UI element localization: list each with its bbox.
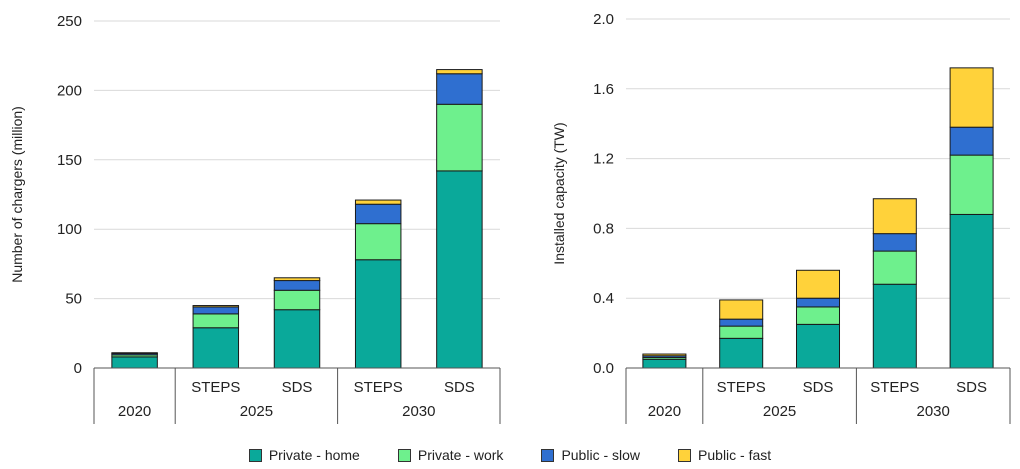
y-axis-label: Installed capacity (TW) bbox=[551, 122, 567, 264]
legend-label-public-slow: Public - slow bbox=[561, 447, 641, 463]
bar-segment-private-home bbox=[872, 283, 917, 369]
bar-segment-public-fast bbox=[642, 353, 687, 357]
bar-segment-public-slow bbox=[354, 203, 402, 225]
bar-segment-private-work bbox=[872, 250, 917, 285]
legend: Private - home Private - work Public - s… bbox=[0, 443, 1020, 467]
y-tick-label: 2.0 bbox=[593, 11, 614, 28]
y-tick-label: 0.0 bbox=[593, 360, 614, 377]
legend-swatch-public-fast bbox=[678, 448, 692, 462]
y-tick-label: 150 bbox=[57, 152, 82, 169]
legend-item-public-fast: Public - fast bbox=[678, 447, 771, 463]
bar-segment-private-home bbox=[354, 259, 402, 369]
category-label: STEPS bbox=[870, 379, 919, 396]
category-label: STEPS bbox=[354, 379, 403, 396]
bar-segment-public-slow bbox=[436, 73, 483, 105]
bar-segment-public-fast bbox=[192, 305, 240, 308]
bar-segment-private-home bbox=[795, 323, 841, 369]
bar-segment-private-home bbox=[949, 213, 994, 369]
category-label: SDS bbox=[444, 379, 475, 396]
legend-item-private-home: Private - home bbox=[248, 447, 360, 463]
legend-item-private-work: Private - work bbox=[397, 447, 504, 463]
bar-segment-private-home bbox=[111, 356, 158, 369]
bar-segment-public-slow bbox=[795, 297, 841, 308]
legend-label-private-work: Private - work bbox=[417, 447, 504, 463]
bar-segment-public-fast bbox=[436, 69, 483, 75]
category-label: STEPS bbox=[717, 379, 766, 396]
group-label: 2020 bbox=[118, 403, 151, 420]
y-tick-label: 50 bbox=[65, 291, 82, 308]
bar-segment-private-work bbox=[436, 103, 483, 172]
bar-segment-public-slow bbox=[192, 306, 240, 315]
bar-segment-private-home bbox=[273, 309, 321, 369]
bar-segment-public-fast bbox=[111, 352, 158, 354]
bar-segment-public-slow bbox=[872, 233, 917, 252]
y-tick-label: 200 bbox=[57, 82, 82, 99]
bar-segment-private-home bbox=[192, 327, 240, 369]
y-tick-label: 250 bbox=[57, 13, 82, 30]
legend-label-private-home: Private - home bbox=[268, 447, 360, 463]
y-tick-label: 0.8 bbox=[593, 220, 614, 237]
group-label: 2020 bbox=[648, 403, 681, 420]
bar-segment-public-fast bbox=[354, 199, 402, 205]
y-tick-label: 0.4 bbox=[593, 290, 614, 307]
legend-item-public-slow: Public - slow bbox=[541, 447, 640, 463]
y-tick-label: 1.6 bbox=[593, 81, 614, 98]
bar-segment-private-work bbox=[949, 154, 994, 215]
chart-number-of-chargers: 0 50 100 150 200 250 Number of chargers (milli… bbox=[9, 13, 501, 424]
legend-label-public-fast: Public - fast bbox=[698, 447, 772, 463]
bar-segment-private-work bbox=[273, 289, 321, 311]
bar-segment-private-home bbox=[719, 337, 764, 369]
group-label: 2030 bbox=[917, 403, 950, 420]
category-label: STEPS bbox=[191, 379, 240, 396]
y-tick-label: 0 bbox=[74, 360, 82, 377]
bar-segment-public-slow bbox=[949, 126, 994, 156]
bar-segment-public-fast bbox=[872, 198, 917, 235]
category-label: SDS bbox=[803, 379, 834, 396]
bar-segment-private-work bbox=[192, 313, 240, 329]
bar-segment-private-work bbox=[354, 223, 402, 261]
bar-segment-public-fast bbox=[719, 299, 764, 320]
chart-installed-capacity: 0.0 0.4 0.8 1.2 1.6 2.0 Installed capacity (TW… bbox=[551, 11, 1011, 424]
y-tick-label: 100 bbox=[57, 221, 82, 238]
bar-segment-private-home bbox=[642, 358, 687, 369]
group-label: 2025 bbox=[763, 403, 796, 420]
bar-segment-private-home bbox=[436, 170, 483, 369]
y-axis-label: Number of chargers (million) bbox=[9, 106, 25, 283]
bar-segment-private-work bbox=[795, 306, 841, 325]
bar-segment-public-fast bbox=[273, 277, 321, 282]
legend-swatch-private-home bbox=[248, 448, 262, 462]
bar-segment-public-fast bbox=[795, 269, 841, 299]
bar-segment-public-slow bbox=[273, 280, 321, 291]
bar-segment-public-slow bbox=[719, 318, 764, 327]
y-tick-label: 1.2 bbox=[593, 151, 614, 168]
category-label: SDS bbox=[282, 379, 313, 396]
bar-segment-public-fast bbox=[949, 67, 994, 128]
legend-swatch-private-work bbox=[397, 448, 411, 462]
category-label: SDS bbox=[956, 379, 987, 396]
legend-swatch-public-slow bbox=[541, 448, 555, 462]
group-label: 2030 bbox=[402, 403, 435, 420]
bar-segment-private-work bbox=[719, 325, 764, 339]
group-label: 2025 bbox=[240, 403, 273, 420]
